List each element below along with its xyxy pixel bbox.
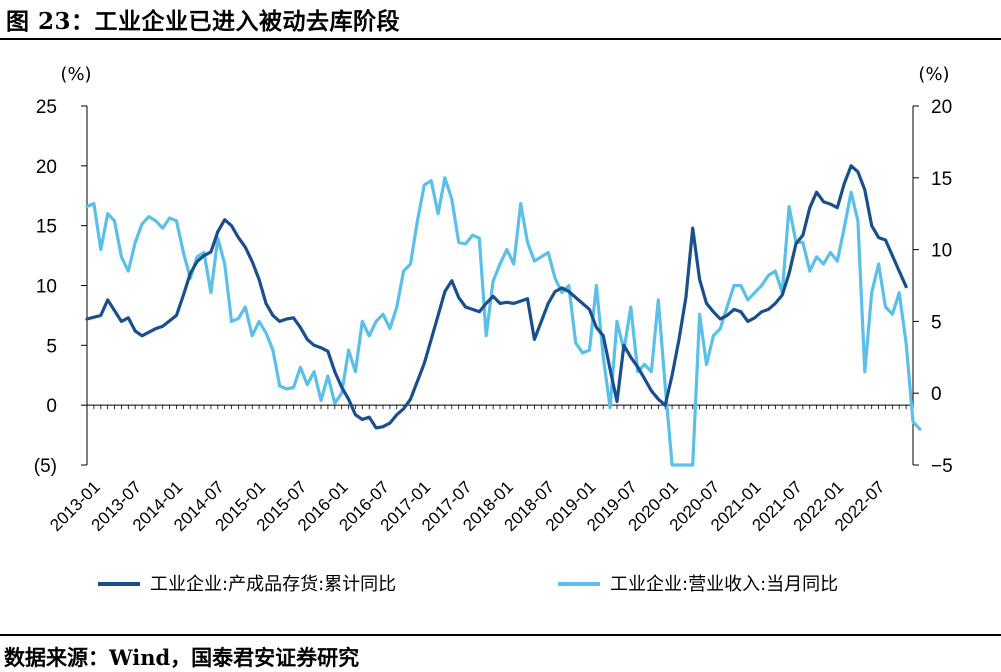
- left-tick-label: 5: [46, 336, 57, 357]
- right-tick-label: 20: [931, 97, 952, 118]
- chart-series: [85, 164, 922, 467]
- right-tick-label: 5: [931, 312, 942, 333]
- right-tick-label: 10: [931, 241, 952, 262]
- chart-legend: 工业企业:产成品存货:累计同比 工业企业:营业收入:当月同比: [98, 574, 838, 595]
- series-line-1: [85, 164, 908, 430]
- series-line-2: [85, 176, 922, 467]
- left-tick-label: 25: [36, 97, 57, 118]
- legend-label-1: 工业企业:产成品存货:累计同比: [150, 574, 396, 595]
- page-title: 图 23：工业企业已进入被动去库阶段: [6, 8, 401, 35]
- right-axis-unit: (%): [918, 64, 949, 85]
- legend-label-2: 工业企业:营业收入:当月同比: [610, 574, 838, 595]
- left-tick-label: 10: [36, 277, 57, 298]
- left-axis-unit: (%): [60, 64, 91, 85]
- left-tick-label: (5): [34, 456, 57, 477]
- top-rule: [0, 38, 1001, 40]
- left-tick-label: 15: [36, 217, 57, 238]
- right-tick-label: −5: [931, 456, 953, 477]
- left-tick-label: 20: [36, 157, 57, 178]
- bottom-rule: [0, 634, 1001, 636]
- left-tick-label: 0: [46, 396, 57, 417]
- right-tick-label: 0: [931, 384, 942, 405]
- source-note: 数据来源：Wind，国泰君安证券研究: [4, 645, 360, 670]
- right-tick-label: 15: [931, 169, 952, 190]
